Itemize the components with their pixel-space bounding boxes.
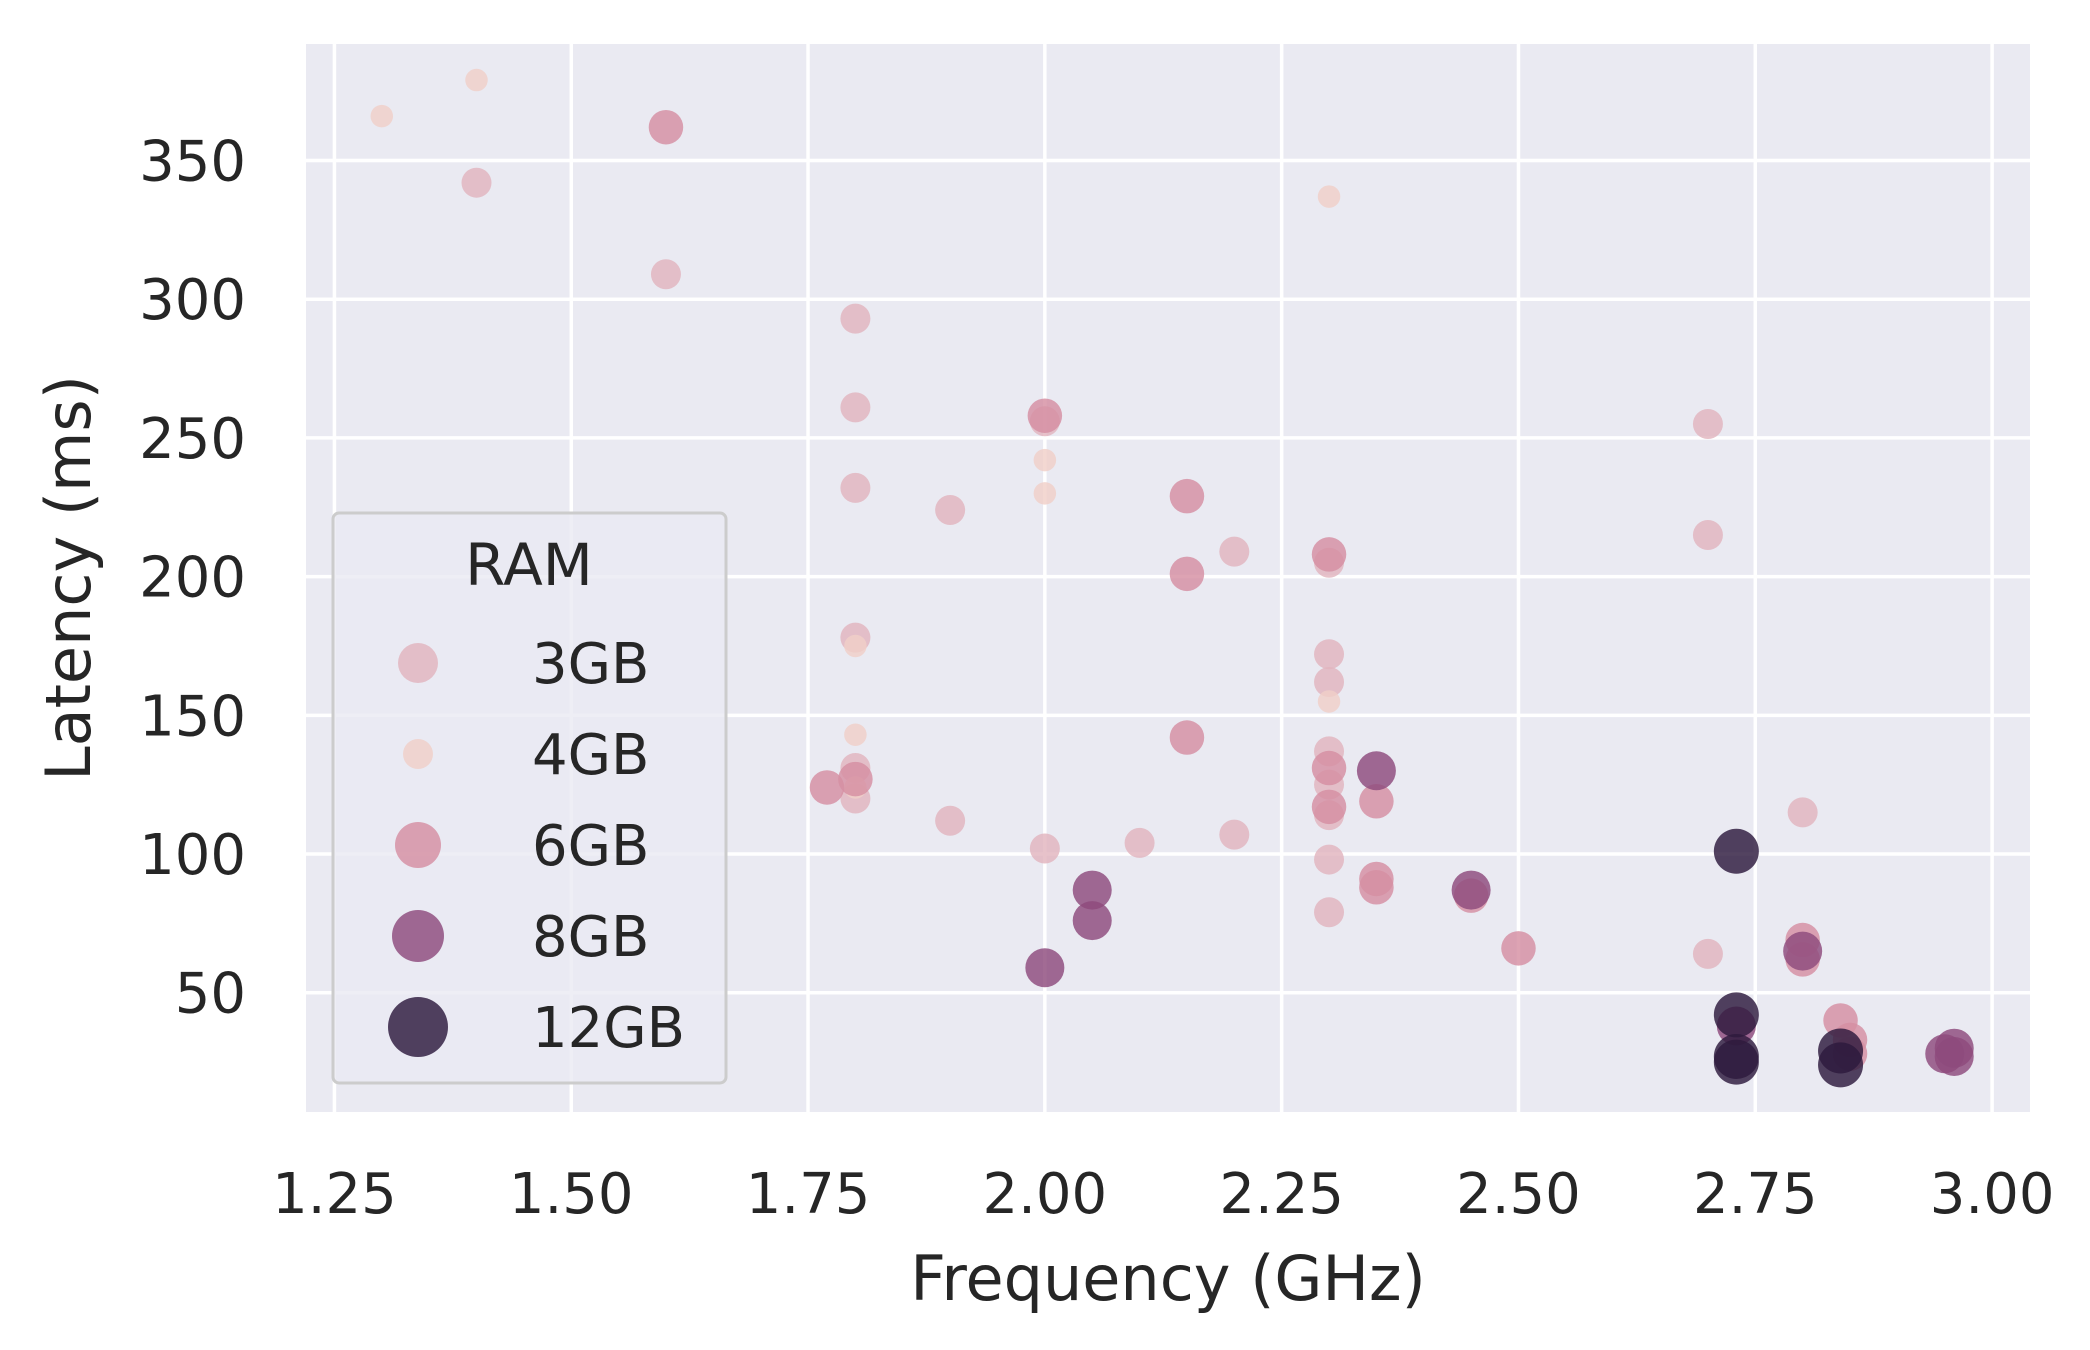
data-point-3gb [935,495,966,526]
data-point-3gb [1314,897,1345,928]
data-point-8gb [1934,1028,1974,1068]
y-tick-label: 200 [139,546,246,611]
data-point-6gb [1027,398,1063,433]
legend-marker-12gb [388,997,448,1057]
data-point-8gb [1072,901,1112,941]
data-points [370,68,1974,1088]
data-point-6gb [1501,931,1536,966]
legend-label-8gb: 8GB [532,905,649,970]
legend-title: RAM [465,531,593,599]
data-point-12gb [1713,1039,1759,1085]
data-point-6gb [1311,537,1347,572]
x-tick-labels: 1.25 1.50 1.75 2.00 2.25 2.50 2.75 3.00 [272,1162,2054,1227]
data-point-6gb [809,770,845,805]
data-point-8gb [1356,751,1396,791]
x-tick-label: 1.50 [509,1162,634,1227]
legend-marker-8gb [392,910,444,962]
data-point-6gb [1311,750,1347,786]
x-axis-label: Frequency (GHz) [910,1242,1426,1315]
data-point-4gb [844,723,867,746]
y-tick-label: 150 [139,684,246,749]
data-point-3gb [840,392,871,423]
y-tick-label: 250 [139,407,246,472]
y-tick-label: 300 [139,268,246,333]
data-point-6gb [648,109,684,145]
data-point-4gb [370,104,394,128]
y-tick-label: 50 [175,962,246,1027]
y-tick-label: 350 [139,130,246,195]
data-point-3gb [1692,520,1723,551]
legend-marker-6gb [395,822,441,868]
grid-lines [306,44,2030,1112]
data-point-8gb [1072,870,1112,910]
x-tick-label: 3.00 [1930,1162,2055,1227]
data-point-8gb [1783,931,1823,971]
data-point-3gb [1219,819,1250,850]
data-point-4gb [844,634,867,658]
data-point-6gb [1359,870,1394,905]
legend-label-4gb: 4GB [532,723,649,788]
x-tick-label: 2.75 [1693,1162,1818,1227]
data-point-3gb [650,259,681,290]
data-point-3gb [1124,827,1155,858]
data-point-3gb [461,167,492,198]
x-tick-label: 1.25 [272,1162,397,1227]
data-point-4gb [1317,185,1341,208]
data-point-3gb [1314,667,1345,698]
data-point-3gb [1029,833,1060,864]
data-point-8gb [1451,870,1491,910]
data-point-3gb [1787,797,1818,828]
data-point-4gb [465,68,488,92]
data-point-6gb [1169,720,1205,755]
data-point-3gb [840,303,871,334]
legend: RAM 3GB 4GB 6GB 8GB 12GB [331,511,728,1085]
data-point-6gb [838,761,873,797]
x-tick-label: 2.50 [1456,1162,1581,1227]
data-point-3gb [1314,844,1345,875]
data-point-12gb [1818,1042,1864,1088]
data-point-3gb [840,472,871,503]
x-tick-label: 2.25 [1219,1162,1344,1227]
x-tick-label: 1.75 [746,1162,871,1227]
data-point-3gb [935,805,966,836]
x-tick-label: 2.00 [983,1162,1108,1227]
data-point-6gb [1169,556,1205,592]
legend-marker-4gb [403,739,433,769]
data-point-12gb [1713,992,1759,1038]
y-axis-label: Latency (ms) [32,375,105,781]
data-point-4gb [1033,448,1057,472]
data-point-6gb [1169,478,1205,514]
data-point-6gb [1311,789,1347,825]
data-point-3gb [1692,938,1723,969]
legend-marker-3gb [398,643,438,683]
data-point-6gb [1359,784,1394,819]
y-tick-labels: 50 100 150 200 250 300 350 [139,130,246,1027]
data-point-4gb [1033,482,1057,505]
y-tick-label: 100 [139,823,246,888]
legend-label-6gb: 6GB [532,814,649,879]
data-point-3gb [1692,409,1723,440]
data-point-3gb [1219,536,1250,567]
data-point-3gb [1314,639,1345,670]
data-point-8gb [1025,948,1065,988]
data-point-12gb [1713,828,1759,874]
legend-label-12gb: 12GB [532,996,685,1061]
data-point-4gb [1317,690,1341,713]
legend-label-3gb: 3GB [532,632,649,697]
